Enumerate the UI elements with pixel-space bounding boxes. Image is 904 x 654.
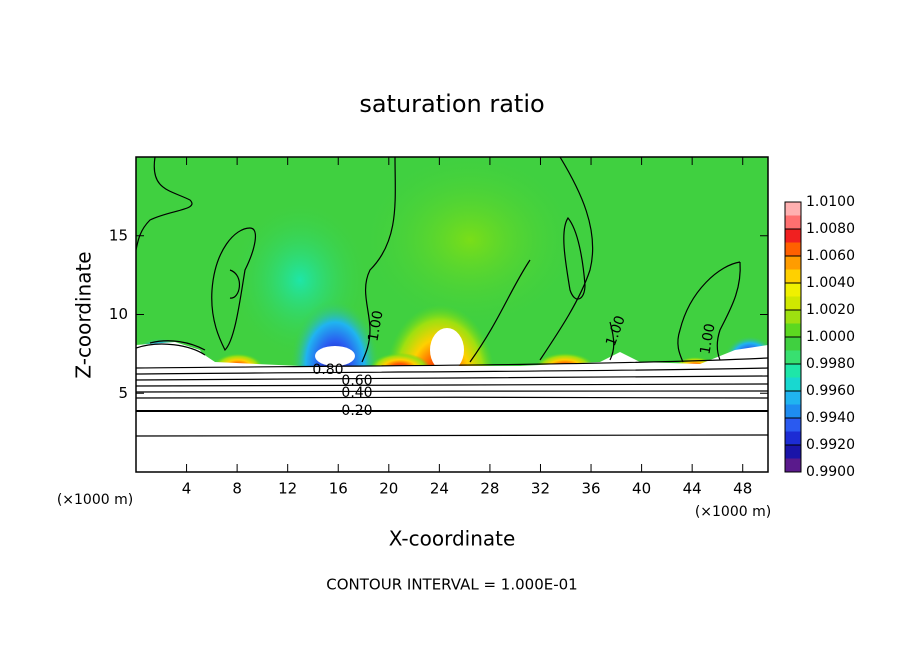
- colorbar-band: [785, 337, 801, 351]
- colorbar-band: [785, 202, 801, 216]
- colorbar-label: 1.0080: [806, 221, 855, 237]
- x-unit-label: (×1000 m): [695, 504, 771, 520]
- chart-title: saturation ratio: [359, 90, 544, 118]
- x-tick-label: 20: [379, 480, 398, 498]
- colorbar-band: [785, 242, 801, 256]
- colorbar-label: 0.9900: [806, 464, 855, 480]
- x-tick-label: 36: [581, 480, 600, 498]
- x-tick-label: 48: [733, 480, 752, 498]
- contour-label: 0.20: [341, 403, 372, 419]
- contour-label: 1.00: [697, 322, 718, 355]
- colorbar-label: 0.9960: [806, 383, 855, 399]
- colorbar-band: [785, 431, 801, 445]
- colorbar-band: [785, 323, 801, 337]
- colorbar-band: [785, 229, 801, 243]
- colorbar-label: 0.9940: [806, 410, 855, 426]
- colorbar-band: [785, 377, 801, 391]
- x-tick-label: 8: [232, 480, 242, 498]
- colorbar-band: [785, 269, 801, 283]
- contour-label: 1.00: [365, 309, 386, 342]
- colorbar-band: [785, 445, 801, 459]
- x-axis-label: X-coordinate: [389, 527, 516, 551]
- contour-label: 0.60: [341, 373, 372, 389]
- x-unit-label: (×1000 m): [57, 492, 133, 508]
- colorbar-band: [785, 458, 801, 472]
- colorbar-band: [785, 283, 801, 297]
- contour-label: 0.40: [341, 385, 372, 401]
- y-axis-label: Z-coordinate: [72, 251, 96, 378]
- x-tick-label: 12: [278, 480, 297, 498]
- y-tick-label: 5: [118, 384, 128, 402]
- colorbar-band: [785, 364, 801, 378]
- x-tick-label: 24: [430, 480, 449, 498]
- x-tick-label: 28: [480, 480, 499, 498]
- colorbar-band: [785, 418, 801, 432]
- colorbar-band: [785, 404, 801, 418]
- colorbar-label: 1.0000: [806, 329, 855, 345]
- colorbar-band: [785, 391, 801, 405]
- colorbar-band: [785, 215, 801, 229]
- colorbar-label: 0.9980: [806, 356, 855, 372]
- footer-note: CONTOUR INTERVAL = 1.000E-01: [326, 576, 577, 594]
- colorbar-band: [785, 350, 801, 364]
- colorbar-label: 1.0100: [806, 194, 855, 210]
- contour-label: 0.80: [312, 362, 343, 378]
- colorbar-label: 1.0060: [806, 248, 855, 264]
- x-tick-label: 32: [531, 480, 550, 498]
- x-tick-label: 44: [683, 480, 702, 498]
- colorbar-band: [785, 310, 801, 324]
- x-tick-label: 40: [632, 480, 651, 498]
- colorbar-label: 1.0040: [806, 275, 855, 291]
- y-tick-label: 15: [109, 226, 128, 244]
- field: [136, 157, 768, 472]
- colorbar-label: 0.9920: [806, 437, 855, 453]
- colorbar-band: [785, 256, 801, 270]
- x-tick-label: 16: [329, 480, 348, 498]
- colorbar-label: 1.0020: [806, 302, 855, 318]
- y-tick-label: 10: [109, 305, 128, 323]
- x-tick-label: 4: [182, 480, 192, 498]
- colorbar-band: [785, 296, 801, 310]
